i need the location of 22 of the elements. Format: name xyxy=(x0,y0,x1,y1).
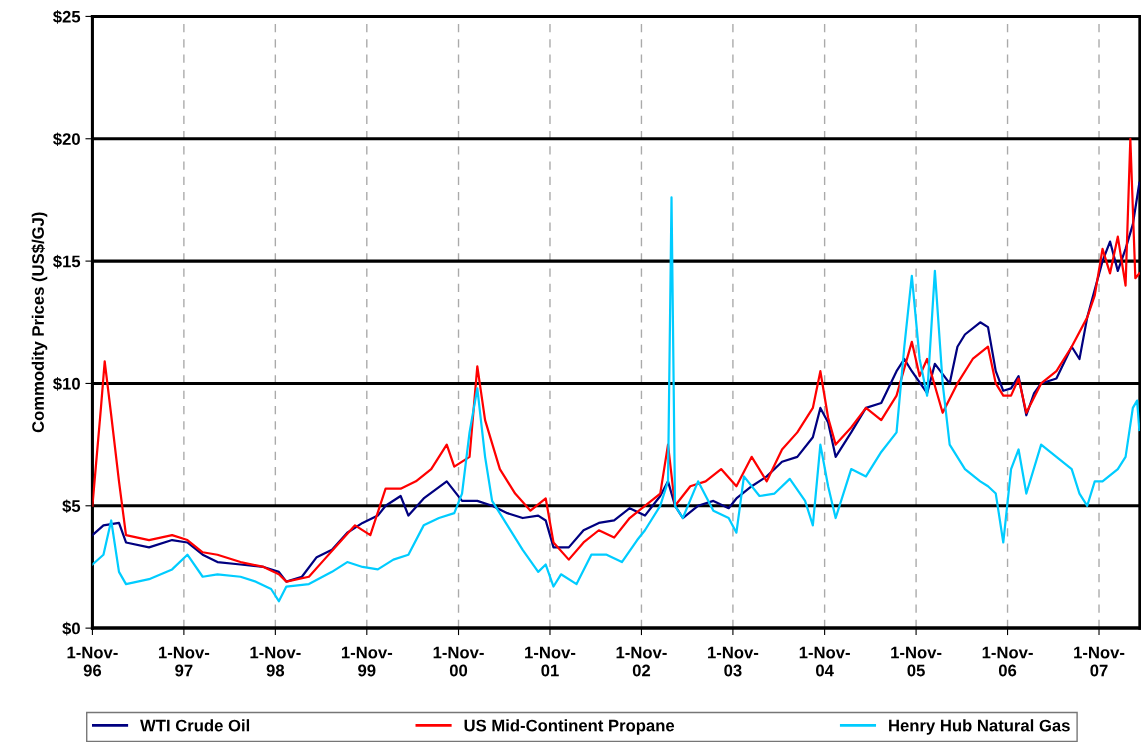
legend-label: Henry Hub Natural Gas xyxy=(889,719,1070,735)
legend-label: US Mid-Continent Propane xyxy=(464,719,675,735)
x-tick-label: 1-Nov- 03 xyxy=(708,646,759,677)
y-tick-label: $25 xyxy=(53,10,81,24)
y-tick-label: $5 xyxy=(62,499,81,514)
x-tick-label: 1-Nov- 97 xyxy=(159,646,210,677)
x-tick-label: 1-Nov- 07 xyxy=(1074,646,1125,677)
x-tick-label: 1-Nov- 04 xyxy=(799,646,850,677)
y-tick-label: $0 xyxy=(62,621,80,636)
x-tick-label: 1-Nov- 99 xyxy=(341,646,393,677)
x-tick-label: 1-Nov- 06 xyxy=(982,646,1033,677)
y-tick-label: $15 xyxy=(53,254,81,269)
y-tick-label: $10 xyxy=(53,377,80,391)
y-tick-label: $20 xyxy=(53,132,80,147)
y-axis-title: Commodity Prices (US$/GJ) xyxy=(31,212,48,433)
x-tick-label: 1-Nov- 01 xyxy=(525,646,576,677)
x-tick-label: 1-Nov- 05 xyxy=(891,646,942,677)
x-tick-label: 1-Nov- 98 xyxy=(250,646,301,677)
x-tick-label: 1-Nov- 02 xyxy=(616,646,667,677)
x-tick-label: 1-Nov- 96 xyxy=(67,646,118,677)
legend-label: WTI Crude Oil xyxy=(140,719,250,732)
x-tick-label: 1-Nov- 00 xyxy=(433,646,484,677)
